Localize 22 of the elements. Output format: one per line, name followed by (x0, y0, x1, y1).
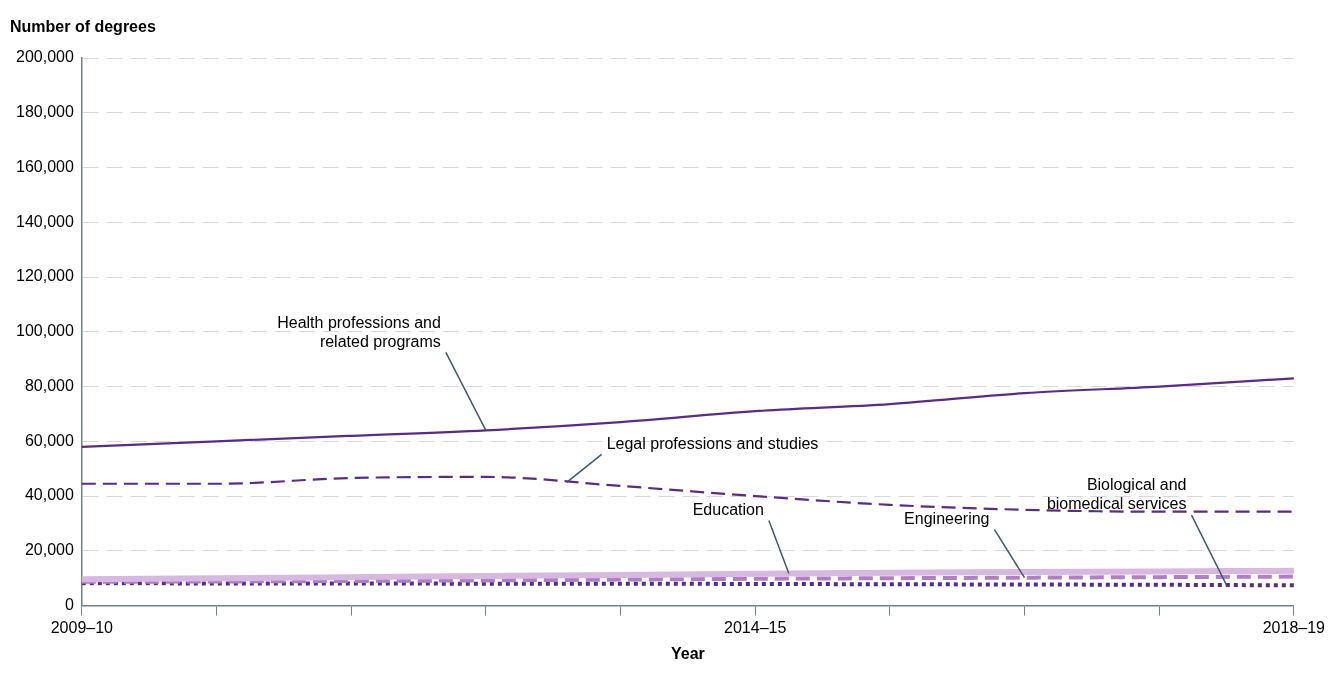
y-tick-label: 60,000 (24, 431, 74, 449)
x-tick-label: 2018–19 (1262, 618, 1326, 636)
x-axis-title: Year (670, 644, 705, 662)
text: Education (692, 500, 764, 518)
y-tick-label: 20,000 (24, 541, 74, 559)
y-tick-label: 120,000 (15, 267, 74, 285)
y-tick-label: 140,000 (15, 212, 74, 230)
y-tick-label: 40,000 (24, 486, 74, 504)
y-tick-label: 0 (64, 596, 74, 614)
y-tick-label: 100,000 (15, 322, 74, 340)
y-tick-label: 80,000 (24, 376, 74, 394)
text: Legal professions and studies (606, 434, 819, 452)
x-tick-label: 2014–15 (724, 618, 787, 636)
text: Health professions and related programs (277, 313, 441, 350)
y-tick-label: 200,000 (15, 48, 74, 66)
line-series (80, 475, 1295, 513)
text: Biological and biomedical services (1046, 476, 1187, 513)
y-tick-label: 180,000 (15, 103, 74, 121)
x-tick-label: 2009–10 (50, 618, 114, 636)
y-tick-label: 160,000 (15, 157, 74, 175)
text: Engineering (904, 510, 990, 528)
y-axis-title: Number of degrees (10, 18, 156, 36)
